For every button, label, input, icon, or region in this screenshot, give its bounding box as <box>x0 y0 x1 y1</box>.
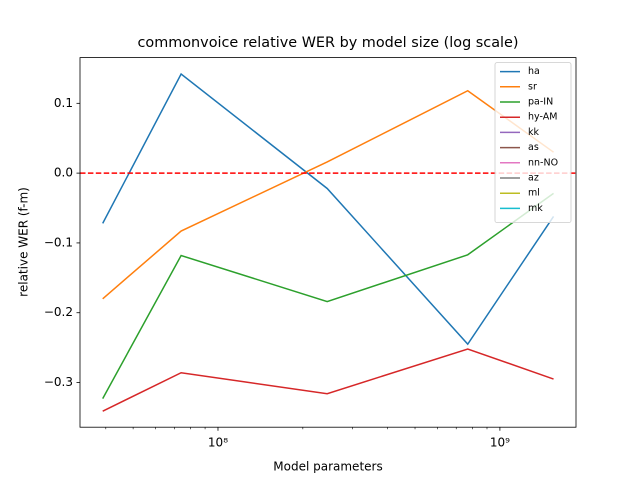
legend-label: nn-NO <box>528 157 558 168</box>
y-tick-label: −0.3 <box>44 375 73 389</box>
plot-frame <box>79 57 577 428</box>
legend-label: kk <box>528 127 540 138</box>
series-line <box>102 72 555 346</box>
x-tick-label: 10⁸ <box>208 436 228 450</box>
series-line <box>102 192 554 399</box>
legend-label: ml <box>528 188 540 199</box>
legend-label: sr <box>528 81 537 92</box>
legend-label: ha <box>528 66 540 77</box>
series-line <box>102 89 554 300</box>
y-tick-label: 0.1 <box>54 96 73 110</box>
y-tick-label: 0.0 <box>54 166 73 180</box>
y-tick-label: −0.2 <box>44 305 73 319</box>
legend-label: mk <box>528 203 543 214</box>
legend-label: az <box>528 173 539 184</box>
legend-label: hy-AM <box>528 112 557 123</box>
y-axis-label: relative WER (f-m) <box>17 187 31 297</box>
x-tick-label: 10⁹ <box>490 436 510 450</box>
legend-label: as <box>528 142 539 153</box>
legend-label: pa-IN <box>528 97 553 108</box>
y-tick-label: −0.1 <box>44 235 73 249</box>
chart-title: commonvoice relative WER by model size (… <box>138 35 519 51</box>
x-axis-label: Model parameters <box>273 460 382 474</box>
series-line <box>102 348 554 412</box>
